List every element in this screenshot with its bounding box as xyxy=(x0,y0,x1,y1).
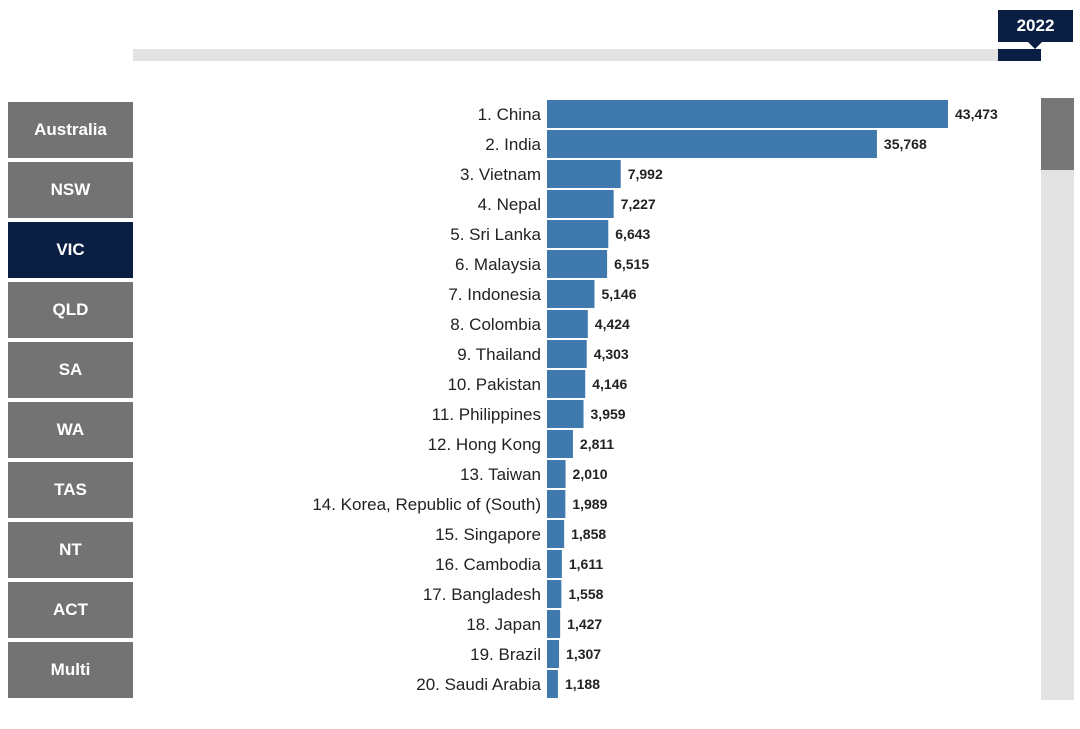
category-label-20: 20. Saudi Arabia xyxy=(416,675,541,694)
bar-10 xyxy=(547,370,586,398)
bar-4 xyxy=(547,190,614,218)
value-label-4: 7,227 xyxy=(621,196,656,212)
value-label-2: 35,768 xyxy=(884,136,927,152)
region-menu: Australia NSW VIC QLD SA WA TAS NT ACT Multi xyxy=(8,102,133,702)
value-label-5: 6,643 xyxy=(615,226,650,242)
bar-12 xyxy=(547,430,573,458)
bar-1 xyxy=(547,100,948,128)
bar-19 xyxy=(547,640,560,668)
category-label-11: 11. Philippines xyxy=(432,405,541,424)
region-button-australia[interactable]: Australia xyxy=(8,102,133,158)
region-button-nsw[interactable]: NSW xyxy=(8,162,133,218)
scrollbar-thumb[interactable] xyxy=(1041,98,1074,170)
value-label-14: 1,989 xyxy=(572,496,607,512)
region-button-nt[interactable]: NT xyxy=(8,522,133,578)
category-label-13: 13. Taiwan xyxy=(460,465,541,484)
value-label-6: 6,515 xyxy=(614,256,649,272)
category-label-17: 17. Bangladesh xyxy=(423,585,541,604)
value-label-16: 1,611 xyxy=(569,556,603,572)
value-label-13: 2,010 xyxy=(573,466,608,482)
category-label-1: 1. China xyxy=(478,105,542,124)
bar-15 xyxy=(547,520,565,548)
category-label-19: 19. Brazil xyxy=(470,645,541,664)
region-button-wa[interactable]: WA xyxy=(8,402,133,458)
category-label-16: 16. Cambodia xyxy=(435,555,541,574)
bar-16 xyxy=(547,550,562,578)
region-button-sa[interactable]: SA xyxy=(8,342,133,398)
category-label-14: 14. Korea, Republic of (South) xyxy=(312,495,541,514)
value-label-18: 1,427 xyxy=(567,616,602,632)
region-button-qld[interactable]: QLD xyxy=(8,282,133,338)
bar-7 xyxy=(547,280,595,308)
value-label-7: 5,146 xyxy=(601,286,636,302)
category-label-18: 18. Japan xyxy=(466,615,541,634)
category-label-5: 5. Sri Lanka xyxy=(450,225,541,244)
bar-3 xyxy=(547,160,621,188)
category-label-8: 8. Colombia xyxy=(450,315,541,334)
category-label-12: 12. Hong Kong xyxy=(428,435,541,454)
category-label-10: 10. Pakistan xyxy=(447,375,541,394)
category-label-7: 7. Indonesia xyxy=(448,285,541,304)
value-label-12: 2,811 xyxy=(580,436,614,452)
category-label-4: 4. Nepal xyxy=(478,195,541,214)
category-label-15: 15. Singapore xyxy=(435,525,541,544)
region-button-act[interactable]: ACT xyxy=(8,582,133,638)
bar-5 xyxy=(547,220,609,248)
bar-9 xyxy=(547,340,587,368)
bar-8 xyxy=(547,310,588,338)
scrollbar-track[interactable] xyxy=(1041,98,1074,700)
value-label-9: 4,303 xyxy=(594,346,629,362)
category-label-2: 2. India xyxy=(485,135,541,154)
bar-2 xyxy=(547,130,877,158)
value-label-20: 1,188 xyxy=(565,676,600,692)
value-label-1: 43,473 xyxy=(955,106,998,122)
value-label-10: 4,146 xyxy=(592,376,627,392)
value-label-17: 1,558 xyxy=(568,586,603,602)
year-badge: 2022 xyxy=(998,10,1073,49)
bar-13 xyxy=(547,460,566,488)
timeline-progress xyxy=(998,49,1041,61)
category-label-9: 9. Thailand xyxy=(457,345,541,364)
region-button-multi[interactable]: Multi xyxy=(8,642,133,698)
region-button-tas[interactable]: TAS xyxy=(8,462,133,518)
region-button-vic[interactable]: VIC xyxy=(8,222,133,278)
value-label-3: 7,992 xyxy=(628,166,663,182)
value-label-19: 1,307 xyxy=(566,646,601,662)
bar-18 xyxy=(547,610,561,638)
bar-6 xyxy=(547,250,608,278)
bar-14 xyxy=(547,490,566,518)
bar-11 xyxy=(547,400,584,428)
category-label-3: 3. Vietnam xyxy=(460,165,541,184)
timeline-track[interactable] xyxy=(133,49,1041,61)
value-label-15: 1,858 xyxy=(571,526,606,542)
value-label-8: 4,424 xyxy=(595,316,630,332)
bar-20 xyxy=(547,670,558,698)
bar-17 xyxy=(547,580,562,608)
value-label-11: 3,959 xyxy=(591,406,626,422)
category-label-6: 6. Malaysia xyxy=(455,255,542,274)
